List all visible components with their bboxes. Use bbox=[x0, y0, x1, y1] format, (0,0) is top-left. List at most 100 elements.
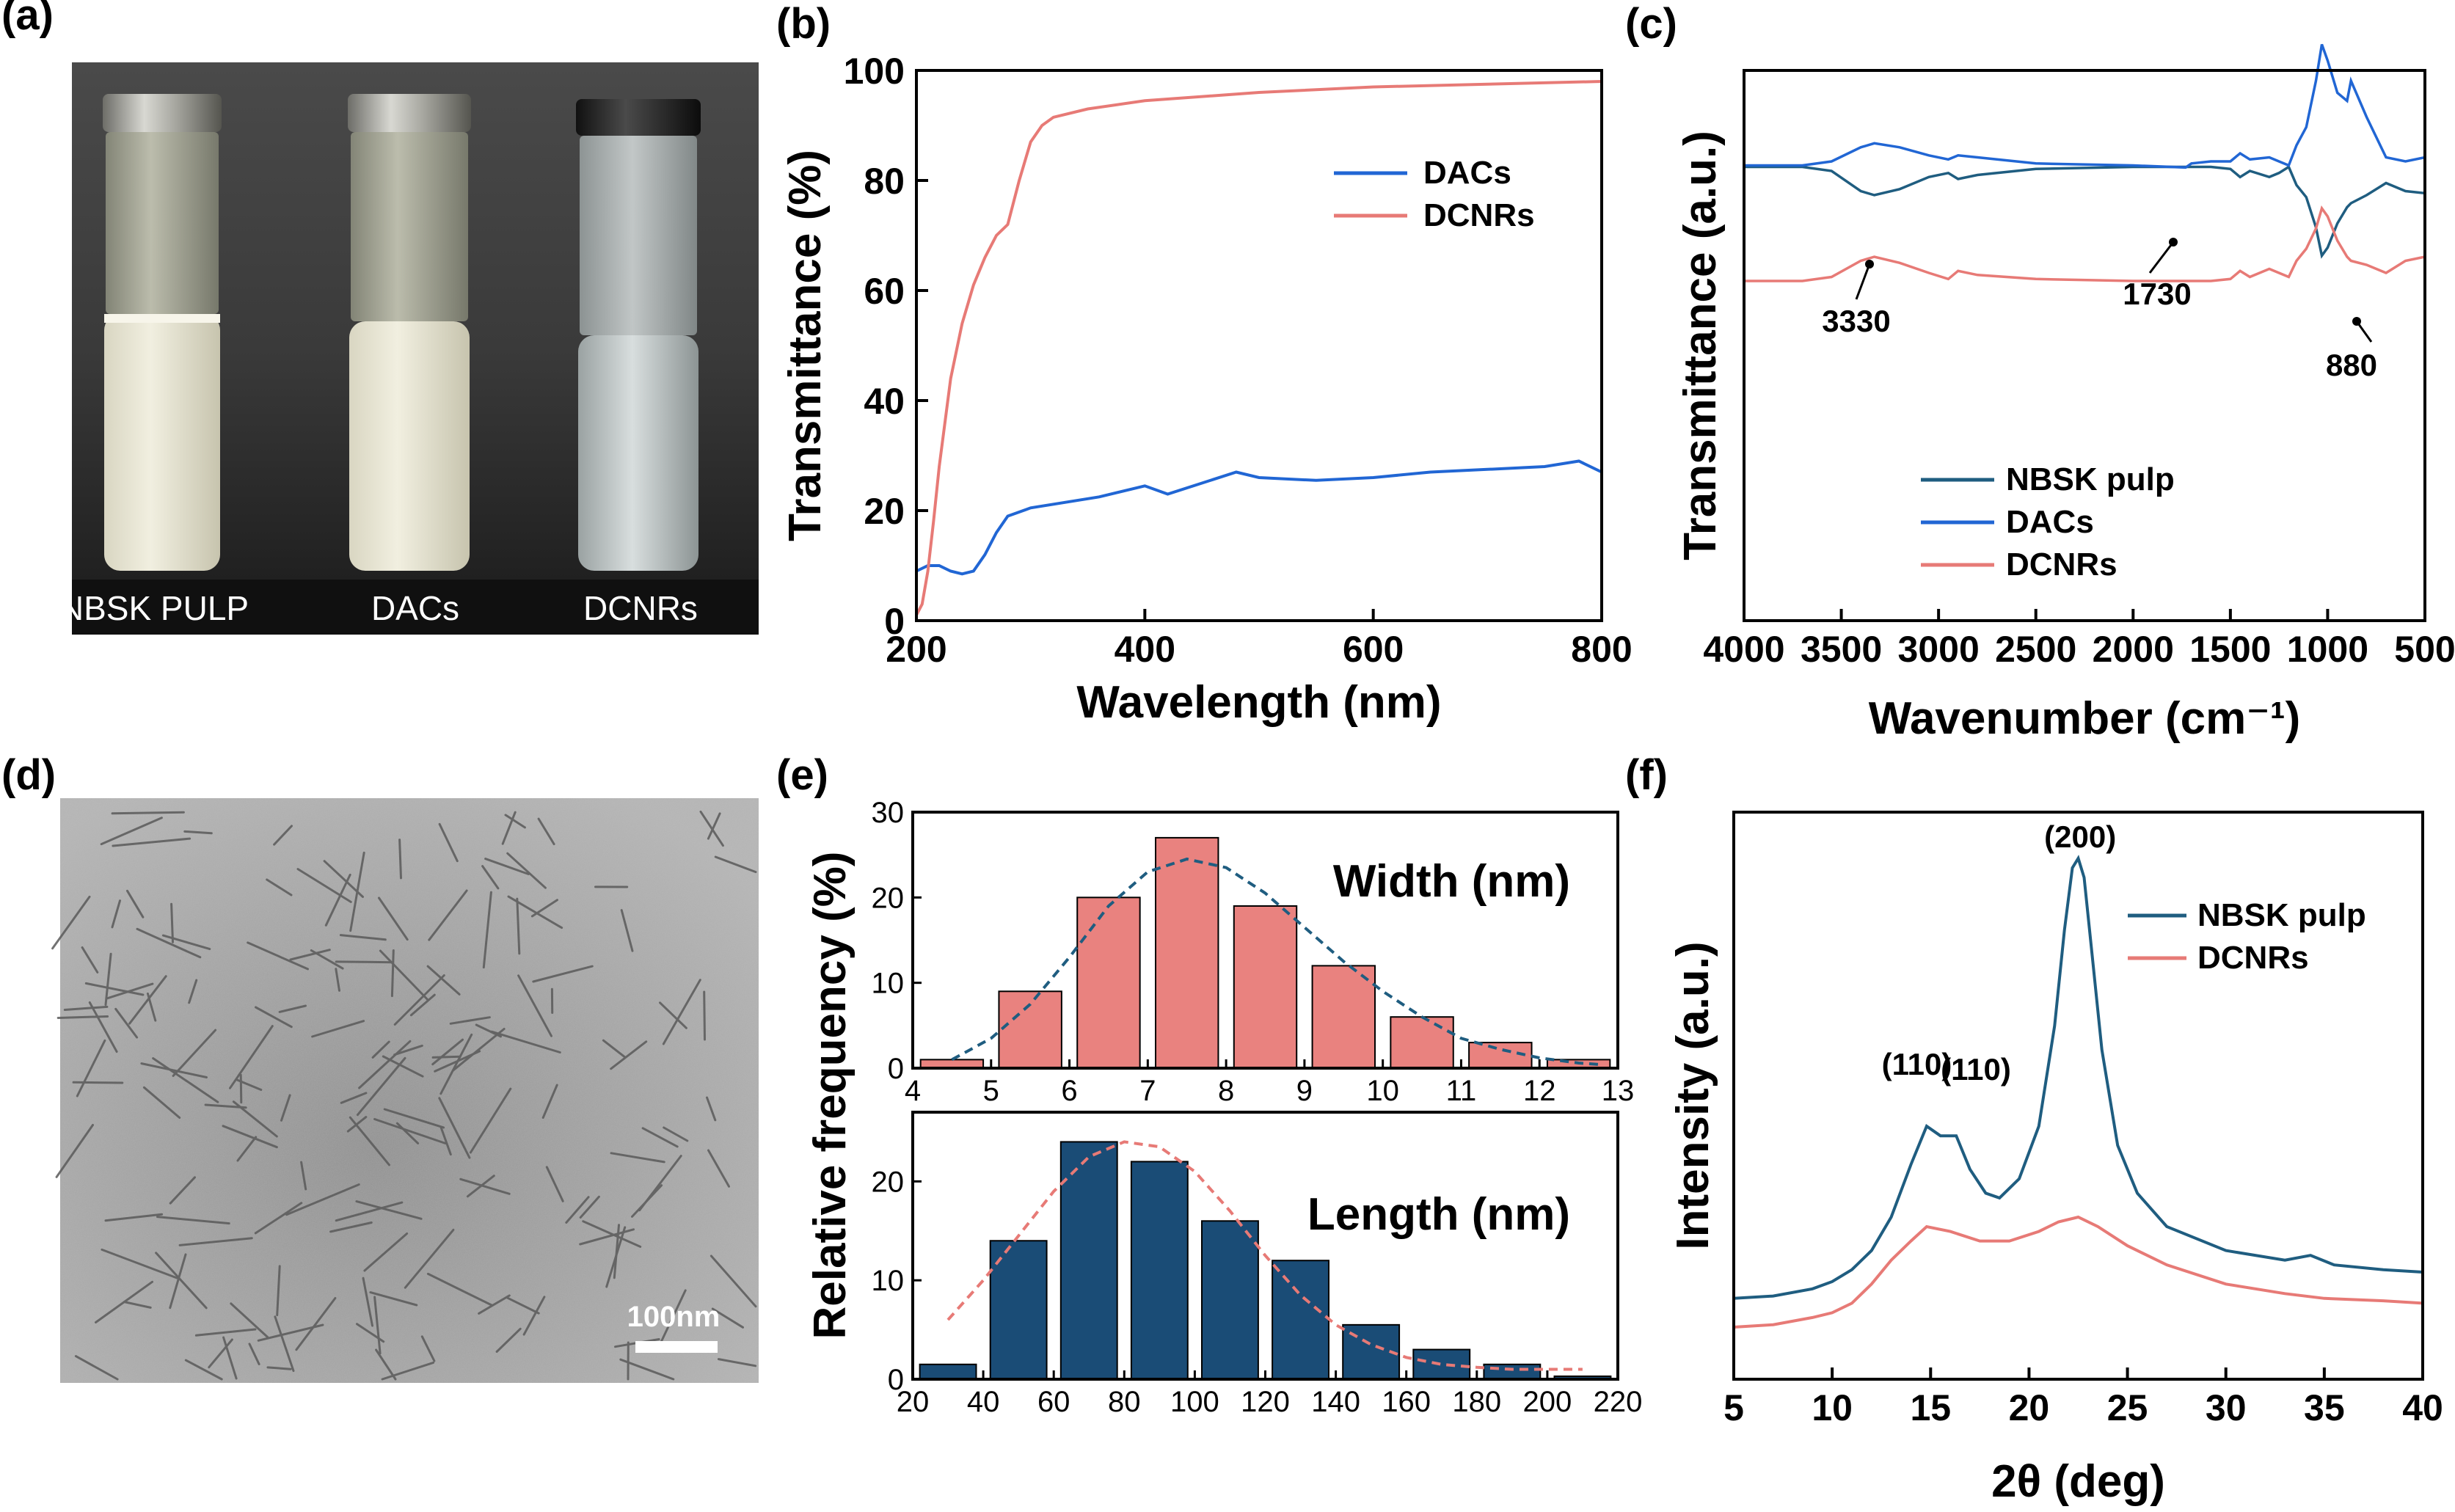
nanorod bbox=[310, 949, 344, 970]
vial-label-dcnrs: DCNRs bbox=[583, 589, 698, 627]
y-tick-label: 20 bbox=[872, 882, 905, 914]
nanorod bbox=[409, 993, 436, 1017]
nanorod bbox=[378, 896, 409, 941]
x-tick-label: 8 bbox=[1218, 1075, 1234, 1107]
x-tick-label: 13 bbox=[1602, 1075, 1635, 1107]
nanorod bbox=[709, 1254, 757, 1308]
nanorod bbox=[178, 1237, 253, 1246]
nanorod bbox=[532, 965, 594, 983]
scale-bar bbox=[635, 1341, 718, 1353]
nanorod bbox=[276, 1265, 281, 1317]
nanorod bbox=[74, 1355, 119, 1381]
nanorod bbox=[706, 1096, 717, 1122]
bar bbox=[1233, 905, 1298, 1070]
nanorod bbox=[703, 990, 706, 1041]
nanorod bbox=[490, 1030, 561, 1053]
annotation-110: (110) bbox=[1882, 1047, 1952, 1081]
x-tick-label: 140 bbox=[1311, 1386, 1360, 1418]
series-nbsk-pulp bbox=[1733, 855, 2423, 1300]
nanorod bbox=[426, 965, 461, 996]
x-tick-label: 800 bbox=[1571, 629, 1632, 670]
nanorod bbox=[355, 1200, 423, 1220]
x-tick-label: 200 bbox=[886, 629, 946, 670]
nanorod bbox=[482, 891, 492, 969]
chart-c: 4000 3500 3000 2500 2000 1500 1000 500 Wavenumbe… bbox=[1675, 43, 2455, 744]
nanorod bbox=[112, 837, 191, 847]
panel-label-e: (e) bbox=[776, 751, 828, 799]
annotation-arrowhead bbox=[2169, 238, 2178, 246]
x-tick-label: 180 bbox=[1452, 1386, 1501, 1418]
vial-label-nbsk-pulp: NBSK PULP bbox=[59, 589, 249, 627]
y-axis-label: Transmittance (%) bbox=[780, 150, 831, 541]
nanorod bbox=[169, 1253, 187, 1310]
x-tick-label: 11 bbox=[1446, 1075, 1477, 1107]
nanorod bbox=[184, 1359, 223, 1381]
series-dacs bbox=[916, 459, 1602, 576]
x-axis-label: 2θ (deg) bbox=[1991, 1456, 2165, 1507]
x-tick-label: 2500 bbox=[1995, 629, 2076, 670]
x-tick-label: 1500 bbox=[2189, 629, 2271, 670]
nanorod bbox=[63, 1005, 109, 1011]
nanorod bbox=[51, 895, 91, 950]
nanorod bbox=[481, 865, 500, 890]
nanorod bbox=[459, 1177, 511, 1195]
x-tick-label: 120 bbox=[1241, 1386, 1290, 1418]
nanorod bbox=[545, 1166, 564, 1202]
bar bbox=[1311, 965, 1376, 1070]
nanorod bbox=[371, 1040, 390, 1059]
x-tick-label: 5 bbox=[983, 1075, 999, 1107]
nanorod bbox=[565, 1196, 590, 1224]
x-tick-label: 600 bbox=[1343, 629, 1404, 670]
nanorod bbox=[356, 1056, 406, 1117]
nanorod bbox=[439, 1125, 452, 1156]
nanorod bbox=[254, 1202, 303, 1235]
nanorod bbox=[300, 1161, 307, 1191]
nanorod bbox=[501, 811, 517, 845]
subplot-title: Length (nm) bbox=[1307, 1189, 1570, 1240]
plot-frame-c bbox=[1743, 69, 2426, 622]
x-tick-label: 35 bbox=[2304, 1387, 2345, 1428]
annotation-110: (110) bbox=[1941, 1052, 2011, 1086]
nanorod bbox=[104, 1213, 164, 1222]
nanorod bbox=[663, 1126, 689, 1142]
vials-photo bbox=[72, 62, 759, 635]
nanorod bbox=[631, 1184, 663, 1218]
nanorod bbox=[656, 1289, 687, 1351]
annotation-arrow bbox=[2148, 241, 2175, 274]
x-tick-label: 400 bbox=[1115, 629, 1175, 670]
x-tick-label: 4000 bbox=[1703, 629, 1784, 670]
bar bbox=[1412, 1348, 1471, 1380]
y-tick-label: 100 bbox=[844, 51, 905, 92]
y-tick-label: 40 bbox=[864, 381, 905, 422]
nanorod bbox=[126, 889, 145, 918]
x-axis-label: Wavenumber (cm⁻¹) bbox=[1869, 693, 2301, 744]
nanorod bbox=[152, 1057, 219, 1103]
nanorod bbox=[232, 1100, 278, 1138]
nanorod bbox=[431, 1055, 462, 1059]
nanorod bbox=[449, 1016, 491, 1025]
y-tick-label: 0 bbox=[888, 1053, 904, 1085]
nanorod bbox=[295, 1297, 337, 1351]
x-tick-label: 100 bbox=[1170, 1386, 1219, 1418]
series-nbsk-pulp bbox=[1744, 164, 2426, 259]
nanorod bbox=[123, 1301, 152, 1309]
x-tick-label: 1000 bbox=[2287, 629, 2368, 670]
chart-b: 200 400 600 800 0 20 40 60 80 100 Wavelength (nm) T… bbox=[780, 51, 1633, 728]
x-tick-label: 7 bbox=[1139, 1075, 1156, 1107]
nanorod bbox=[170, 902, 174, 943]
bar bbox=[1483, 1363, 1542, 1381]
bar bbox=[1155, 836, 1219, 1070]
nanorod bbox=[373, 1118, 447, 1144]
panel-label-c: (c) bbox=[1625, 0, 1677, 48]
nanorod bbox=[104, 952, 112, 1006]
nanorod bbox=[504, 814, 526, 829]
nanorod bbox=[106, 982, 154, 1000]
nanorod bbox=[323, 860, 364, 898]
nanorod bbox=[100, 817, 163, 846]
nanorod bbox=[236, 1078, 263, 1091]
nanorod bbox=[541, 1084, 558, 1119]
y-axis-label: Transmittance (a.u.) bbox=[1675, 131, 1726, 560]
y-tick-label: 80 bbox=[864, 161, 905, 202]
nanorod bbox=[156, 1216, 230, 1225]
nanorod bbox=[466, 1175, 495, 1198]
